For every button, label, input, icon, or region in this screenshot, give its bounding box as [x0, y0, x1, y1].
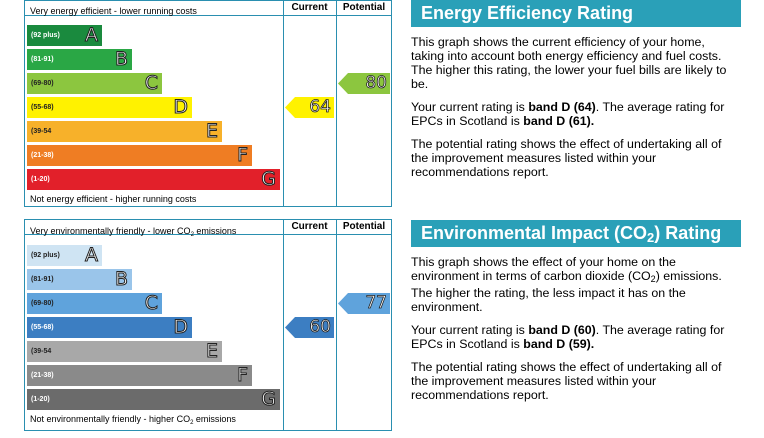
band-range-label: (21-38)	[31, 152, 54, 159]
environment-text-panel: Environmental Impact (CO2) Rating This g…	[411, 220, 741, 402]
top-label: Very energy efficient - lower running co…	[30, 6, 197, 16]
header-divider	[25, 15, 391, 16]
band-range-label: (39-54	[31, 348, 52, 355]
band-letter: A	[85, 244, 99, 266]
band-letter: D	[173, 316, 189, 338]
band-g: (1-20) G	[27, 389, 280, 410]
band-letter: A	[85, 24, 99, 46]
band-e: (39-54 E	[27, 121, 222, 142]
potential-rating-arrow: 77	[338, 293, 390, 314]
band-range-label: (21-38)	[31, 372, 54, 379]
band-range-label: (69-80)	[31, 80, 54, 87]
current-rating-value: 60	[309, 317, 331, 338]
current-column-header: Current	[291, 2, 328, 13]
band-f: (21-38) F	[27, 365, 252, 386]
band-a: (92 plus) A	[27, 245, 102, 266]
band-range-label: (39-54	[31, 128, 52, 135]
band-b: (81-91) B	[27, 49, 132, 70]
energy-paragraph-2: Your current rating is band D (64). The …	[411, 100, 725, 128]
potential-rating-value: 77	[365, 293, 387, 314]
current-column-header: Current	[291, 221, 328, 232]
band-range-label: (1-20)	[31, 176, 50, 183]
band-range-label: (92 plus)	[31, 32, 60, 39]
energy-panel-title: Energy Efficiency Rating	[411, 0, 741, 27]
band-c: (69-80) C	[27, 293, 162, 314]
bottom-label: Not environmentally friendly - higher CO…	[30, 414, 236, 426]
potential-rating-arrow: 80	[338, 73, 390, 94]
band-range-label: (92 plus)	[31, 252, 60, 259]
potential-rating-value: 80	[365, 73, 387, 94]
band-range-label: (81-91)	[31, 276, 54, 283]
band-b: (81-91) B	[27, 269, 132, 290]
current-rating-arrow: 60	[285, 317, 334, 338]
current-rating-arrow: 64	[285, 97, 334, 118]
band-letter: F	[237, 144, 249, 166]
band-letter: B	[114, 268, 128, 290]
band-f: (21-38) F	[27, 145, 252, 166]
environment-panel-title: Environmental Impact (CO2) Rating	[411, 220, 741, 247]
current-column-divider	[283, 220, 284, 430]
environment-paragraph-1: This graph shows the effect of your home…	[411, 255, 722, 314]
band-a: (92 plus) A	[27, 25, 102, 46]
current-column-divider	[283, 1, 284, 206]
band-e: (39-54 E	[27, 341, 222, 362]
energy-paragraph-3: The potential rating shows the effect of…	[411, 137, 722, 179]
environment-paragraph-3: The potential rating shows the effect of…	[411, 360, 722, 402]
band-letter: F	[237, 364, 249, 386]
band-d: (55-68) D	[27, 97, 192, 118]
bottom-label: Not energy efficient - higher running co…	[30, 194, 197, 204]
band-letter: E	[205, 340, 218, 362]
band-d: (55-68) D	[27, 317, 192, 338]
band-letter: B	[114, 48, 128, 70]
band-letter: E	[205, 120, 218, 142]
potential-column-header: Potential	[342, 2, 386, 13]
band-letter: C	[144, 292, 158, 314]
potential-column-header: Potential	[342, 221, 386, 232]
potential-column-divider	[336, 1, 337, 206]
band-letter: D	[173, 96, 189, 118]
potential-column-divider	[336, 220, 337, 430]
band-range-label: (55-68)	[31, 324, 54, 331]
band-range-label: (81-91)	[31, 56, 54, 63]
energy-paragraph-1: This graph shows the current efficiency …	[411, 35, 727, 91]
energy-text-panel: Energy Efficiency Rating This graph show…	[411, 0, 741, 179]
header-divider	[25, 234, 391, 235]
band-range-label: (55-68)	[31, 104, 54, 111]
band-range-label: (69-80)	[31, 300, 54, 307]
band-c: (69-80) C	[27, 73, 162, 94]
environment-paragraph-2: Your current rating is band D (60). The …	[411, 323, 725, 351]
energy-efficiency-chart: Current Potential Very energy efficient …	[24, 0, 392, 207]
band-g: (1-20) G	[27, 169, 280, 190]
environmental-impact-chart: Current Potential Very environmentally f…	[24, 219, 392, 431]
band-letter: G	[261, 168, 277, 190]
band-range-label: (1-20)	[31, 396, 50, 403]
band-letter: G	[261, 388, 277, 410]
top-label: Very environmentally friendly - lower CO…	[30, 226, 237, 238]
current-rating-value: 64	[309, 97, 331, 118]
band-letter: C	[144, 72, 158, 94]
